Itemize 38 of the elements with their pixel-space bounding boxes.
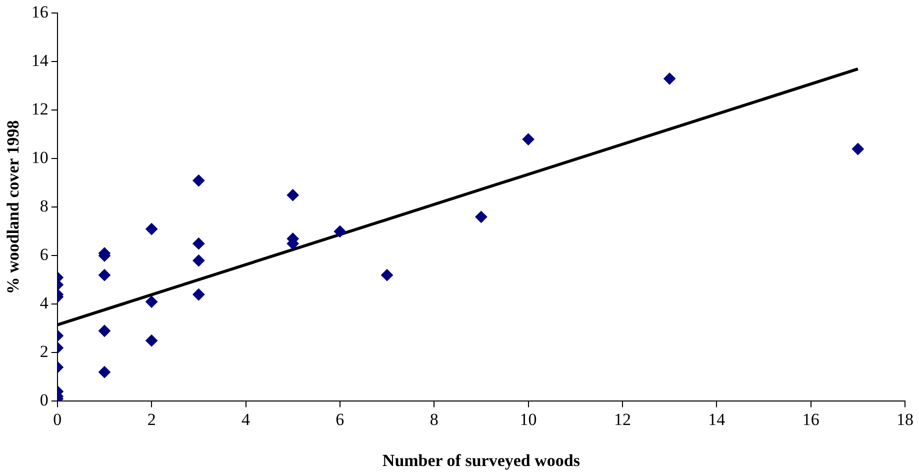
y-tick-label: 8 — [40, 196, 48, 216]
y-tick-label: 2 — [40, 342, 48, 362]
point — [192, 254, 205, 267]
x-tick-label: 4 — [242, 410, 251, 429]
x-axis-title: Number of surveyed woods — [382, 451, 580, 470]
y-tick-label: 10 — [31, 148, 48, 168]
y-tick-label: 4 — [40, 294, 49, 313]
x-tick-label: 6 — [336, 410, 344, 429]
point — [146, 296, 158, 308]
y-tick-label: 14 — [31, 51, 49, 70]
point — [522, 133, 534, 146]
point — [475, 210, 488, 223]
point — [381, 269, 394, 282]
point — [98, 366, 110, 378]
point — [852, 143, 864, 155]
x-tick-label: 16 — [802, 410, 820, 429]
y-tick-label: 12 — [31, 100, 48, 119]
x-tick-label: 18 — [896, 410, 914, 429]
x-tick-label: 14 — [708, 410, 726, 429]
x-tick-label: 12 — [614, 410, 631, 429]
point — [192, 238, 205, 250]
x-tick-label: 8 — [430, 410, 438, 429]
point — [334, 225, 346, 238]
point — [192, 288, 205, 300]
point — [286, 189, 299, 202]
y-axis-title: % woodland cover 1998 — [4, 120, 23, 294]
point — [192, 174, 205, 187]
point — [146, 334, 158, 347]
y-tick-label: 16 — [31, 2, 48, 22]
x-tick-label: 10 — [520, 410, 537, 429]
point — [146, 223, 158, 236]
x-tick-label: 0 — [53, 410, 62, 429]
point — [98, 324, 110, 337]
y-tick-label: 0 — [40, 390, 48, 410]
y-tick-label: 6 — [40, 245, 48, 264]
x-tick-label: 2 — [147, 410, 156, 429]
point — [664, 72, 676, 85]
point — [98, 269, 110, 282]
